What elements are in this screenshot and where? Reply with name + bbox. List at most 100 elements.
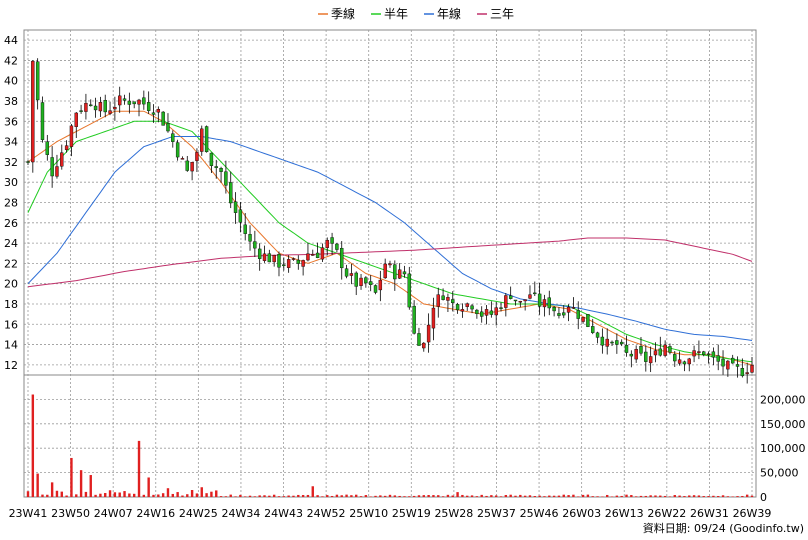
volume-bar	[601, 496, 604, 497]
moving-averages	[27, 110, 753, 366]
volume-bar	[161, 493, 165, 497]
candle-body	[156, 109, 161, 113]
volume-bar	[364, 495, 368, 497]
candle-body	[407, 273, 412, 308]
candle-body	[354, 272, 358, 287]
candle-body	[233, 201, 238, 213]
candle-body	[69, 125, 74, 147]
volume-bar	[697, 495, 701, 497]
candle-body	[451, 299, 455, 304]
candle-body	[542, 299, 547, 308]
candle-body	[98, 102, 103, 112]
candle-body	[668, 346, 672, 353]
legend-label: 半年	[384, 7, 408, 21]
volume-bar	[335, 494, 339, 497]
volume-bar	[494, 495, 498, 497]
candle-body	[243, 224, 247, 234]
candle-body	[137, 99, 141, 105]
x-tick-label: 25W37	[477, 507, 516, 520]
volume-bar	[65, 495, 68, 497]
volume-bar	[606, 494, 609, 497]
candle-body	[35, 61, 40, 101]
candle-body	[132, 101, 136, 105]
price-tick-label: 24	[4, 237, 18, 250]
candle-body	[494, 307, 498, 316]
candle-body	[629, 353, 634, 357]
candle-body	[499, 307, 503, 309]
volume-bar	[171, 493, 174, 497]
candle-body	[214, 166, 218, 168]
volume-bar	[634, 496, 638, 497]
volume-bar	[620, 495, 623, 497]
volume-bar	[147, 477, 150, 497]
candle-body	[238, 209, 243, 223]
volume-bar	[721, 495, 725, 497]
volume-bar	[432, 495, 435, 497]
candle-body	[455, 304, 460, 311]
volume-bar	[50, 482, 54, 497]
volume-bar	[383, 495, 387, 497]
candle-body	[750, 365, 754, 373]
candle-body	[397, 269, 402, 279]
volume-bar	[668, 496, 672, 497]
volume-bar	[412, 495, 416, 497]
candle-body	[31, 60, 35, 163]
candle-body	[383, 263, 387, 279]
volume-bar	[422, 495, 425, 497]
candle-body	[108, 110, 112, 114]
candle-body	[504, 295, 508, 308]
volume-bar	[388, 494, 392, 497]
candle-body	[523, 299, 527, 302]
candle-body	[344, 268, 349, 277]
volume-bar	[625, 494, 628, 497]
volume-bar	[567, 495, 570, 497]
price-axis: 12 14 16 18 20 22 24 26 28 30 32 34 36 38 40 42 44	[4, 34, 18, 372]
x-tick-label: 26W22	[647, 507, 686, 520]
candle-body	[639, 346, 643, 354]
x-tick-label: 25W10	[349, 507, 388, 520]
volume-tick-label: 0	[760, 491, 767, 504]
candle-body	[687, 358, 691, 365]
candle-body	[55, 166, 59, 177]
candle-body	[50, 157, 54, 177]
price-tick-label: 42	[4, 54, 18, 67]
volume-bar	[630, 495, 633, 497]
volume-bar	[272, 494, 276, 497]
volume-bar	[345, 494, 348, 497]
legend-label: 季線	[331, 6, 355, 21]
candle-body	[533, 292, 537, 295]
volume-bar	[408, 496, 411, 497]
candle-body	[557, 313, 561, 316]
candle-body	[204, 126, 209, 153]
candle-body	[426, 324, 431, 343]
volume-bar	[490, 495, 493, 497]
candle-body	[465, 303, 469, 307]
x-tick-label: 26W39	[733, 507, 772, 520]
volume-bar	[663, 495, 667, 497]
candle-body	[113, 107, 117, 110]
volume-bar	[717, 496, 720, 497]
volume-bar	[731, 496, 734, 497]
volume-bar	[142, 494, 146, 497]
volume-bar	[644, 495, 648, 497]
price-tick-label: 38	[4, 95, 18, 108]
volume-bar	[166, 488, 170, 497]
candle-body	[446, 297, 450, 301]
volume-bar	[258, 495, 261, 497]
volume-bar	[369, 496, 372, 497]
candle-body	[528, 294, 532, 299]
volume-bars	[26, 394, 754, 497]
volume-bar	[268, 495, 271, 497]
candle-body	[600, 336, 605, 346]
volume-bar	[470, 495, 474, 497]
candle-body	[118, 95, 122, 106]
volume-bar	[75, 494, 78, 497]
volume-bar	[70, 457, 73, 497]
candle-body	[84, 102, 88, 112]
volume-tick-label: 50,000	[760, 467, 799, 480]
price-tick-label: 26	[4, 217, 18, 230]
volume-bar	[26, 491, 30, 497]
candle-body	[735, 364, 740, 367]
volume-bar	[253, 496, 257, 497]
price-tick-label: 20	[4, 278, 18, 291]
